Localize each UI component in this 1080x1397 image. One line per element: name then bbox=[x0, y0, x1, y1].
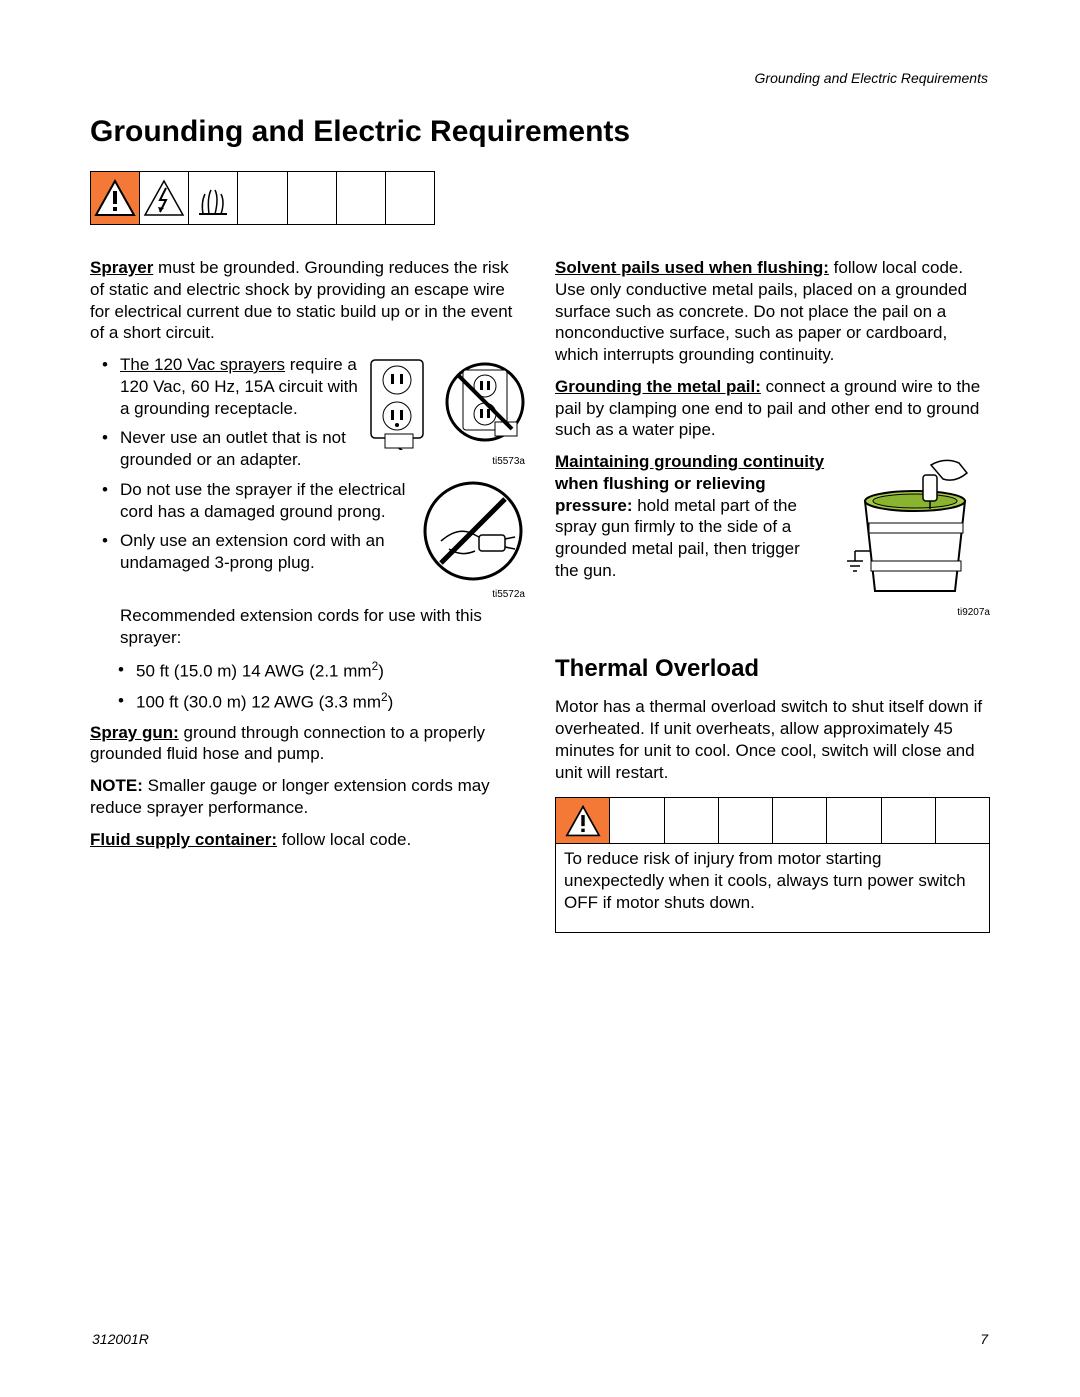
hazard-empty-3 bbox=[337, 172, 386, 224]
maintain-underline: Maintaining grounding continuity bbox=[555, 452, 824, 471]
hazard-empty-4 bbox=[386, 172, 434, 224]
note-text: Smaller gauge or longer extension cords … bbox=[90, 776, 490, 817]
sprayer-label: Sprayer bbox=[90, 258, 153, 277]
warn-empty-5 bbox=[827, 798, 881, 843]
ext-cord-50ft: 50 ft (15.0 m) 14 AWG (2.1 mm2) bbox=[106, 659, 525, 682]
hazard-alert-icon bbox=[91, 172, 140, 224]
hazard-shock-icon bbox=[140, 172, 189, 224]
fluid-text: follow local code. bbox=[277, 830, 411, 849]
spraygun-paragraph: Spray gun: ground through connection to … bbox=[90, 722, 525, 766]
fluid-label: Fluid supply container: bbox=[90, 830, 277, 849]
hazard-fire-icon bbox=[189, 172, 238, 224]
left-column: Sprayer must be grounded. Grounding redu… bbox=[90, 257, 525, 933]
b1-underline: The 120 Vac sprayers bbox=[120, 355, 285, 374]
doc-number: 312001R bbox=[92, 1331, 149, 1347]
ground-pail-paragraph: Grounding the metal pail: connect a grou… bbox=[555, 376, 990, 441]
groundpail-label: Grounding the metal pail: bbox=[555, 377, 761, 396]
spraygun-label: Spray gun: bbox=[90, 723, 179, 742]
ext-cord-intro: Recommended extension cords for use with… bbox=[90, 605, 525, 649]
pail-caption: ti9207a bbox=[835, 607, 990, 620]
note-label: NOTE: bbox=[90, 776, 143, 795]
hazard-empty-2 bbox=[288, 172, 337, 224]
bullet-extension-3prong: Only use an extension cord with an undam… bbox=[90, 530, 525, 574]
note-paragraph: NOTE: Smaller gauge or longer extension … bbox=[90, 775, 525, 819]
bullet-120vac: The 120 Vac sprayers require a 120 Vac, … bbox=[90, 354, 525, 419]
pail-figure: ti9207a bbox=[835, 451, 990, 620]
intro-text: must be grounded. Grounding reduces the … bbox=[90, 258, 512, 342]
warning-text: To reduce risk of injury from motor star… bbox=[556, 844, 989, 921]
ext-cord-100ft: 100 ft (30.0 m) 12 AWG (3.3 mm2) bbox=[106, 690, 525, 713]
warn-empty-2 bbox=[665, 798, 719, 843]
hazard-empty-1 bbox=[238, 172, 287, 224]
page-number: 7 bbox=[980, 1331, 988, 1347]
fig2-caption: ti5572a bbox=[415, 589, 525, 602]
footer: 312001R 7 bbox=[92, 1331, 988, 1347]
warn-empty-6 bbox=[882, 798, 936, 843]
warn-empty-4 bbox=[773, 798, 827, 843]
warn-empty-1 bbox=[610, 798, 664, 843]
thermal-heading: Thermal Overload bbox=[555, 654, 990, 685]
running-header: Grounding and Electric Requirements bbox=[755, 70, 988, 86]
warn-alert-icon bbox=[556, 798, 610, 843]
bullet-never-outlet: Never use an outlet that is not grounded… bbox=[90, 427, 525, 471]
warn-empty-3 bbox=[719, 798, 773, 843]
intro-paragraph: Sprayer must be grounded. Grounding redu… bbox=[90, 257, 525, 344]
right-column: Solvent pails used when flushing: follow… bbox=[555, 257, 990, 933]
fluid-container-paragraph: Fluid supply container: follow local cod… bbox=[90, 829, 525, 851]
solvent-label: Solvent pails used when flushing: bbox=[555, 258, 829, 277]
bullet-damaged-prong: Do not use the sprayer if the electrical… bbox=[90, 479, 525, 523]
hazard-icon-row bbox=[90, 171, 435, 225]
solvent-paragraph: Solvent pails used when flushing: follow… bbox=[555, 257, 990, 366]
warning-box: To reduce risk of injury from motor star… bbox=[555, 797, 990, 932]
page-title: Grounding and Electric Requirements bbox=[90, 115, 990, 149]
thermal-paragraph: Motor has a thermal overload switch to s… bbox=[555, 696, 990, 783]
warn-empty-7 bbox=[936, 798, 989, 843]
